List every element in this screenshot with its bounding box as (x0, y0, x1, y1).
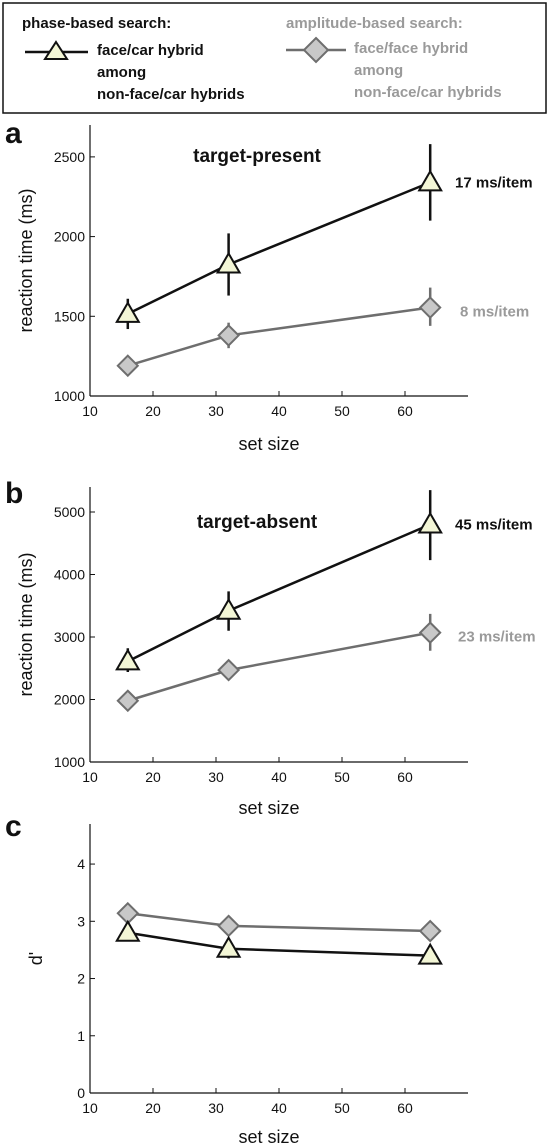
x-tick-label: 30 (208, 1100, 224, 1116)
x-tick-label: 20 (145, 1100, 161, 1116)
y-tick-label: 4 (77, 856, 85, 872)
x-tick-label: 20 (145, 403, 161, 419)
amplitude-point (217, 324, 241, 347)
panel-letter: c (5, 810, 22, 843)
x-tick-label: 50 (334, 769, 350, 785)
x-tick-label: 30 (208, 769, 224, 785)
y-tick-label: 3000 (54, 629, 85, 645)
amplitude-line (127, 912, 431, 933)
amplitude-slope-label: 8 ms/item (460, 304, 529, 321)
legend-phase-line1: face/car hybrid (97, 42, 204, 59)
x-tick-label: 60 (397, 403, 413, 419)
amplitude-point (116, 689, 140, 713)
y-tick-label: 4000 (54, 567, 85, 583)
condition-annotation: target-absent (197, 512, 318, 533)
y-tick-label: 0 (77, 1085, 85, 1101)
x-tick-label: 40 (271, 1100, 287, 1116)
y-axis-label: reaction time (ms) (16, 188, 36, 332)
phase-slope-label: 17 ms/item (455, 174, 533, 191)
legend-amplitude-line3: non-face/car hybrids (354, 84, 502, 101)
phase-series: 45 ms/item (115, 490, 533, 672)
x-axis-label: set size (238, 434, 299, 454)
x-tick-label: 40 (271, 403, 287, 419)
amplitude-line (127, 631, 431, 702)
panel-c: c 10 20 30 40 50 60 0 1 2 3 4 set size d' (5, 810, 468, 1147)
y-axis-label: d' (26, 952, 46, 965)
phase-slope-label: 45 ms/item (455, 517, 533, 534)
x-tick-label: 20 (145, 769, 161, 785)
amplitude-point (418, 919, 442, 943)
y-axis-label: reaction time (ms) (16, 552, 36, 696)
x-tick-label: 10 (82, 403, 98, 419)
y-tick-label: 1000 (54, 754, 85, 770)
phase-point (115, 300, 141, 323)
y-tick-label: 2500 (54, 149, 85, 165)
y-tick-label: 5000 (54, 504, 85, 520)
amplitude-line (127, 306, 431, 367)
amplitude-series (116, 901, 442, 943)
legend-phase-line2: among (97, 64, 146, 81)
legend-phase-title: phase-based search: (22, 15, 171, 32)
x-tick-label: 50 (334, 403, 350, 419)
amplitude-point (217, 914, 241, 938)
panel-b: b 10 20 30 40 50 60 1000 2000 3000 4000 5000 set siz… (5, 477, 536, 818)
legend-amplitude-line1: face/face hybrid (354, 40, 468, 57)
phase-point (215, 251, 242, 274)
x-tick-label: 60 (397, 769, 413, 785)
y-tick-label: 1500 (54, 308, 85, 324)
phase-point (417, 942, 443, 965)
amplitude-slope-label: 23 ms/item (458, 629, 536, 646)
legend-amplitude-title: amplitude-based search: (286, 15, 463, 32)
legend-phase-line3: non-face/car hybrids (97, 86, 245, 103)
y-tick-label: 1000 (54, 388, 85, 404)
phase-point (115, 919, 141, 942)
amplitude-series: 8 ms/item (116, 287, 529, 378)
phase-point (215, 935, 242, 958)
x-tick-label: 40 (271, 769, 287, 785)
condition-annotation: target-present (193, 146, 321, 167)
phase-line (127, 181, 431, 316)
y-tick-label: 2000 (54, 692, 85, 708)
phase-series: 17 ms/item (115, 144, 533, 330)
phase-point (417, 511, 443, 534)
legend: phase-based search: face/car hybrid amon… (2, 2, 547, 114)
phase-point (115, 648, 141, 671)
legend-phase-marker (43, 40, 69, 60)
y-tick-label: 3 (77, 913, 85, 929)
legend-amplitude-marker (302, 36, 330, 64)
amplitude-point (116, 354, 140, 378)
legend-amplitude-line2: among (354, 62, 403, 79)
phase-line (127, 931, 431, 957)
y-tick-label: 1 (77, 1028, 85, 1044)
x-axis-label: set size (238, 798, 299, 818)
legend-frame (2, 2, 547, 114)
x-axis-label: set size (238, 1127, 299, 1147)
amplitude-point (217, 658, 241, 682)
y-tick-label: 2 (77, 971, 85, 987)
y-tick-label: 2000 (54, 229, 85, 245)
x-tick-label: 10 (82, 769, 98, 785)
x-tick-label: 50 (334, 1100, 350, 1116)
x-tick-label: 60 (397, 1100, 413, 1116)
x-tick-label: 10 (82, 1100, 98, 1116)
phase-series (115, 919, 443, 965)
amplitude-point (418, 296, 442, 319)
phase-point (417, 169, 443, 192)
panel-a: a 10 20 30 40 50 60 1000 1500 2000 2500 set size rea… (5, 117, 533, 454)
panel-letter: a (5, 117, 22, 150)
amplitude-point (418, 621, 442, 645)
panel-letter: b (5, 477, 23, 510)
amplitude-series: 23 ms/item (116, 613, 536, 713)
x-tick-label: 30 (208, 403, 224, 419)
phase-point (215, 597, 242, 620)
